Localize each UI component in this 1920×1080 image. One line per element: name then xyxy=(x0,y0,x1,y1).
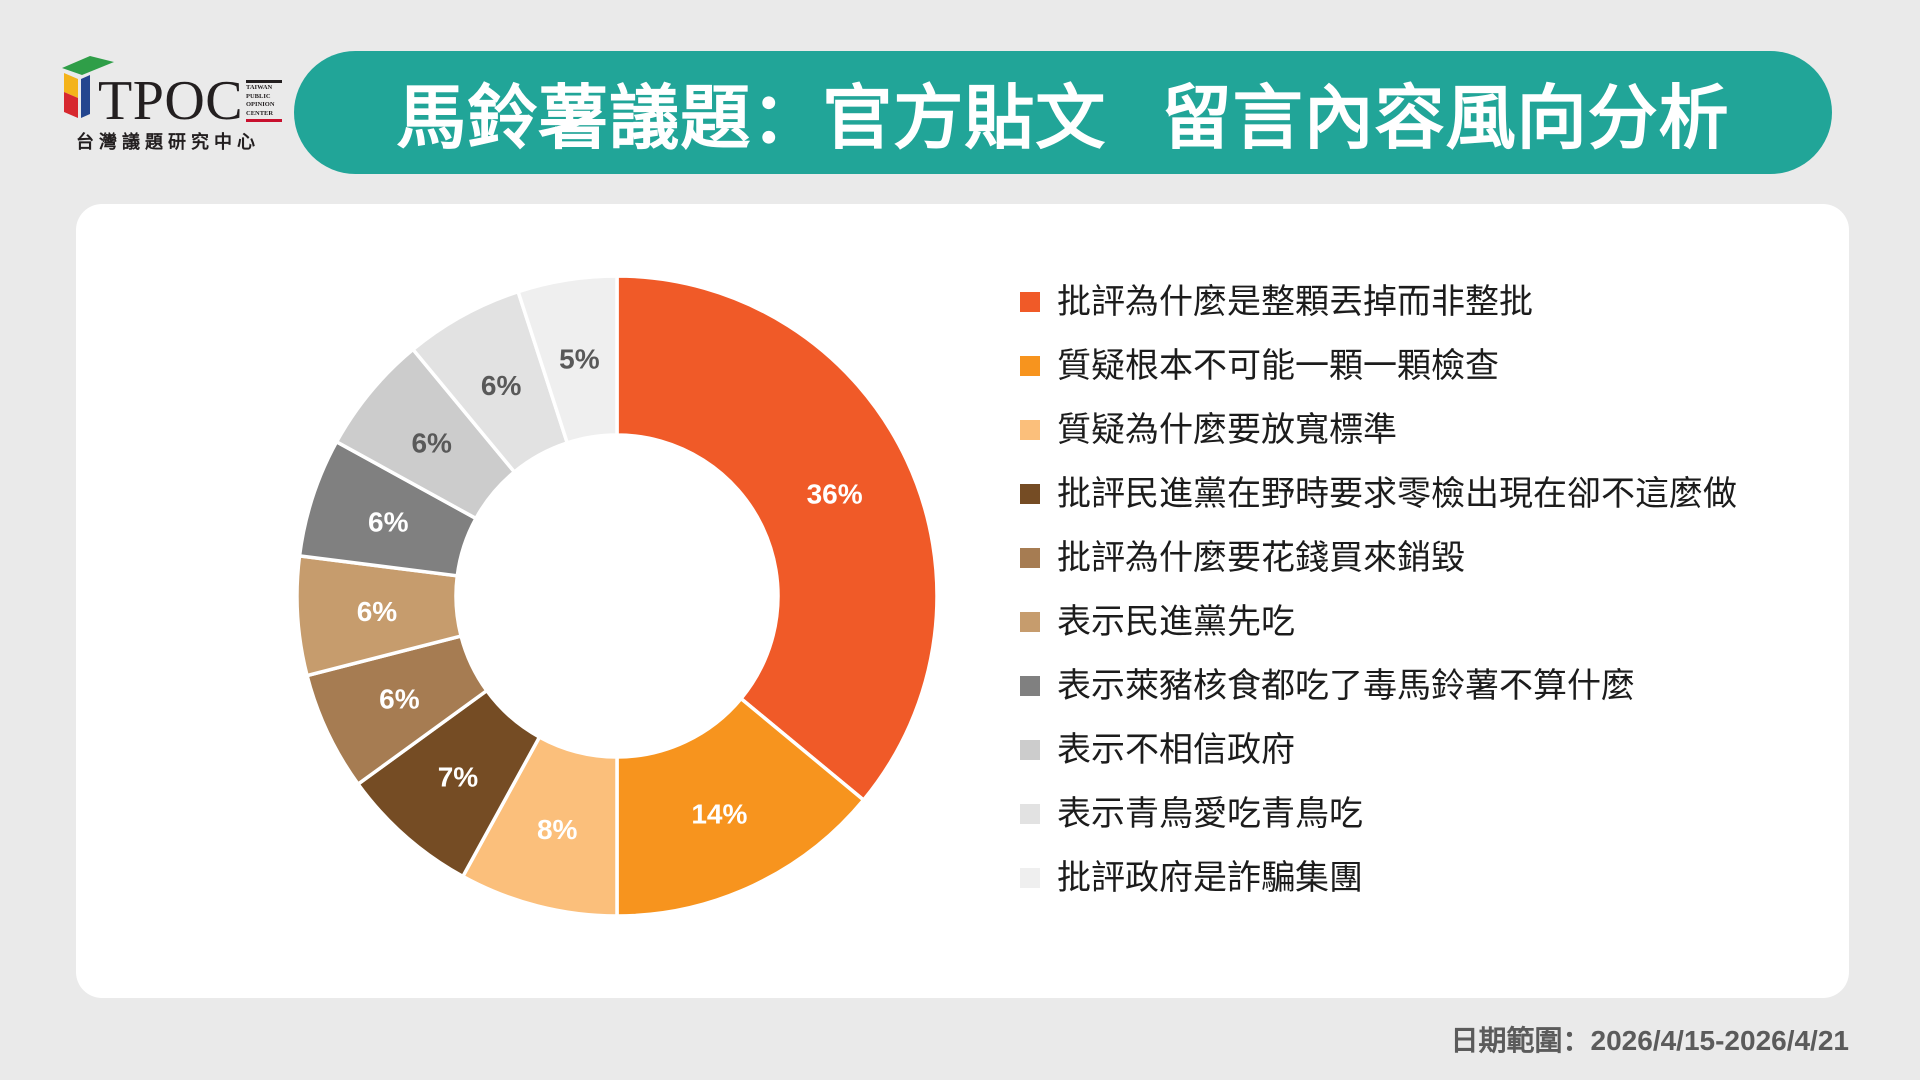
legend-item: 表示民進黨先吃 xyxy=(1020,590,1737,654)
legend-swatch xyxy=(1020,804,1040,824)
legend-label: 質疑根本不可能一顆一顆檢查 xyxy=(1057,346,1499,386)
date-range: 日期範圍：2026/4/15-2026/4/21 xyxy=(1450,1025,1849,1056)
legend-item: 批評為什麼是整顆丟掉而非整批 xyxy=(1020,270,1737,334)
logo-red-face xyxy=(64,92,78,118)
logo-chinese-name: 台灣議題研究中心 xyxy=(76,132,260,153)
legend-swatch xyxy=(1020,292,1040,312)
legend-item: 表示萊豬核食都吃了毒馬鈴薯不算什麼 xyxy=(1020,654,1737,718)
data-label-value: 8 xyxy=(537,813,553,844)
data-label-unit: % xyxy=(723,798,748,829)
logo-english-name: TAIWAN PUBLIC OPINION CENTER xyxy=(246,80,282,122)
data-label-unit: % xyxy=(372,596,397,627)
data-label-8: 6% xyxy=(411,427,452,458)
data-label-4: 7% xyxy=(438,761,479,792)
data-label-unit: % xyxy=(575,343,600,374)
legend-item: 批評政府是詐騙集團 xyxy=(1020,846,1737,910)
legend-swatch xyxy=(1020,612,1040,632)
legend-swatch xyxy=(1020,868,1040,888)
chart-card: 36% 14% 8% 7% 6% 6% 6% 6% 6% 5% 批評為什麼是整顆丟掉而非整批 質疑根… xyxy=(76,204,1849,998)
logo-blue-face xyxy=(81,75,90,118)
data-label-unit: % xyxy=(427,427,452,458)
legend-label: 批評民進黨在野時要求零檢出現在卻不這麼做 xyxy=(1057,474,1737,514)
legend-label: 表示青鳥愛吃青鳥吃 xyxy=(1057,794,1363,834)
donut-slices xyxy=(295,274,939,918)
legend-label: 批評政府是詐騙集團 xyxy=(1057,858,1363,898)
legend-swatch xyxy=(1020,484,1040,504)
data-label-unit: % xyxy=(496,370,521,401)
data-label-unit: % xyxy=(838,478,863,509)
data-label-unit: % xyxy=(553,813,578,844)
data-label-value: 14 xyxy=(691,798,723,829)
donut-slice-10 xyxy=(515,274,619,446)
data-label-value: 6 xyxy=(357,596,373,627)
tpoc-cube-icon xyxy=(62,56,114,118)
logo-english-line: TAIWAN xyxy=(246,84,273,91)
legend-item: 質疑根本不可能一顆一顆檢查 xyxy=(1020,334,1737,398)
legend-label: 批評為什麼是整顆丟掉而非整批 xyxy=(1057,282,1533,322)
data-label-10: 5% xyxy=(559,343,600,374)
data-label-value: 6 xyxy=(379,683,395,714)
legend-item: 質疑為什麼要放寬標準 xyxy=(1020,398,1737,462)
data-label-7: 6% xyxy=(368,506,409,537)
data-label-6: 6% xyxy=(357,596,398,627)
logo-gold-face xyxy=(64,73,78,98)
logo-english-line: PUBLIC xyxy=(246,92,271,100)
donut-data-labels: 36%14%8%7%6%6%6%6%6%5% xyxy=(357,343,863,844)
data-label-3: 8% xyxy=(537,813,578,844)
data-label-value: 5 xyxy=(559,343,575,374)
logo-green-face xyxy=(62,56,114,75)
donut-slice-1 xyxy=(615,274,939,803)
legend-swatch xyxy=(1020,676,1040,696)
legend-item: 批評為什麼要花錢買來銷毀 xyxy=(1020,526,1737,590)
data-label-value: 6 xyxy=(481,370,497,401)
data-label-unit: % xyxy=(395,683,420,714)
legend-item: 批評民進黨在野時要求零檢出現在卻不這麼做 xyxy=(1020,462,1737,526)
donut-chart: 36%14%8%7%6%6%6%6%6%5% xyxy=(295,274,939,918)
data-label-5: 6% xyxy=(379,683,420,714)
legend-item: 表示青鳥愛吃青鳥吃 xyxy=(1020,782,1737,846)
legend-swatch xyxy=(1020,740,1040,760)
data-label-2: 14% xyxy=(691,798,747,829)
legend-label: 批評為什麼要花錢買來銷毀 xyxy=(1057,538,1465,578)
legend-swatch xyxy=(1020,356,1040,376)
legend-swatch xyxy=(1020,420,1040,440)
data-label-value: 6 xyxy=(368,506,384,537)
legend-label: 表示萊豬核食都吃了毒馬鈴薯不算什麼 xyxy=(1057,666,1635,706)
tpoc-logo: TPOC TAIWAN PUBLIC OPINION CENTER 台灣議題研究… xyxy=(0,0,290,175)
data-label-unit: % xyxy=(384,506,409,537)
chart-legend: 批評為什麼是整顆丟掉而非整批 質疑根本不可能一顆一顆檢查 質疑為什麼要放寬標準批評民… xyxy=(1020,270,1737,910)
data-label-value: 7 xyxy=(438,761,454,792)
data-label-1: 36% xyxy=(807,478,863,509)
title-pill: 馬鈴薯議題：官方貼文 留言內容風向分析 xyxy=(294,51,1832,174)
legend-label: 表示不相信政府 xyxy=(1057,730,1295,770)
legend-swatch xyxy=(1020,548,1040,568)
data-label-9: 6% xyxy=(481,370,522,401)
legend-label: 表示民進黨先吃 xyxy=(1057,602,1295,642)
legend-item: 表示不相信政府 xyxy=(1020,718,1737,782)
legend-label: 質疑為什麼要放寬標準 xyxy=(1057,410,1397,450)
data-label-value: 36 xyxy=(807,478,838,509)
data-label-unit: % xyxy=(453,761,478,792)
page-title: 馬鈴薯議題：官方貼文 留言內容風向分析 xyxy=(396,77,1730,159)
data-label-value: 6 xyxy=(411,427,427,458)
logo-wordmark: TPOC xyxy=(98,70,244,132)
logo-english-line: CENTER xyxy=(246,109,274,117)
logo-english-line: OPINION xyxy=(246,101,275,108)
donut-slice-2 xyxy=(615,696,867,918)
